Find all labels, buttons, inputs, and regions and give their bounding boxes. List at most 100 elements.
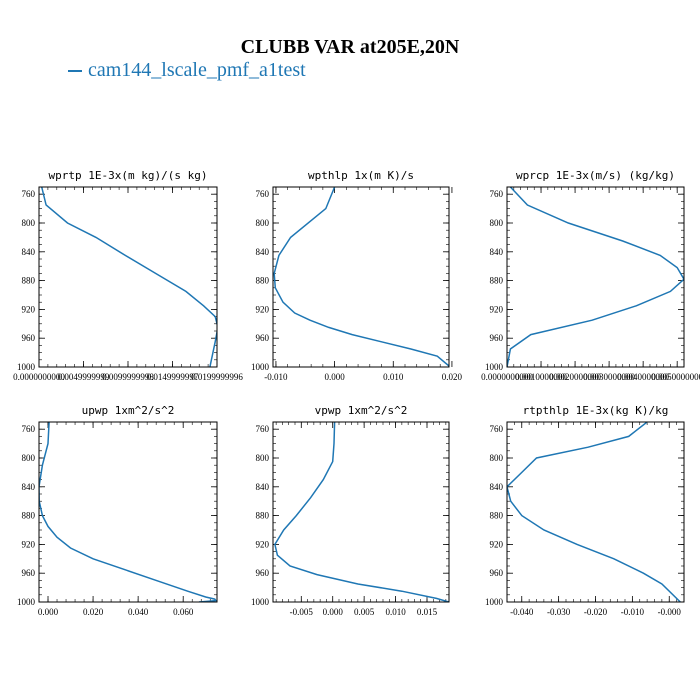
panel-3: wprcp 1E-3x(m/s) (kg/kg) 760 800 840 880 920 9… (481, 169, 700, 382)
x-tick-label: -0.030 (547, 607, 571, 617)
y-tick-label: 760 (490, 189, 504, 199)
plot-frame (506, 186, 685, 368)
x-tick-label: 0.015 (417, 607, 438, 617)
y-tick-label: 880 (490, 511, 504, 521)
y-tick-label: 800 (490, 453, 504, 463)
plot-frame (38, 421, 218, 603)
y-tick-label: 800 (490, 218, 504, 228)
series-line (507, 422, 681, 602)
y-tick-label: 920 (490, 304, 504, 314)
y-tick-label: 920 (490, 539, 504, 549)
x-tick-label: -0.020 (584, 607, 608, 617)
x-tick-label: 0.0020000000 (549, 372, 601, 382)
y-tick-label: 800 (22, 218, 36, 228)
y-tick-label: 840 (490, 482, 504, 492)
y-tick-label: 880 (256, 511, 270, 521)
panel-title: wpthlp 1x(m K)/s (308, 169, 414, 182)
y-tick-label: 920 (256, 304, 270, 314)
x-tick-label: 0.010 (383, 372, 404, 382)
y-tick-label: 840 (256, 482, 270, 492)
y-tick-label: 920 (22, 539, 36, 549)
legend: cam144_lscale_pmf_a1test (68, 59, 306, 82)
y-tick-label: 760 (256, 424, 270, 434)
x-tick-label: 0.000 (38, 607, 59, 617)
x-tick-label: 0.0010000000 (515, 372, 567, 382)
x-tick-label: 0.040 (128, 607, 149, 617)
y-tick-label: 760 (22, 189, 36, 199)
x-tick-label: 0.005 (354, 607, 375, 617)
panel-title: wprcp 1E-3x(m/s) (kg/kg) (516, 169, 675, 182)
y-tick-label: 920 (256, 539, 270, 549)
x-tick-label: 0.0040000000 (617, 372, 669, 382)
series-line (274, 422, 449, 602)
panel-4: upwp 1xm^2/s^2 760 800 840 880 920 960 10000.00… (17, 404, 218, 617)
x-tick-label: 0.0050000000 (651, 372, 700, 382)
chart-title: CLUBB VAR at205E,20N (240, 36, 460, 58)
y-tick-label: 800 (256, 453, 270, 463)
x-tick-label: 0.0000000000 (481, 372, 533, 382)
x-tick-label: 0.0000000000 (13, 372, 65, 382)
plot-frame (272, 421, 450, 603)
y-tick-label: 880 (22, 511, 36, 521)
y-tick-label: 1000 (251, 362, 270, 372)
x-tick-label: 0.0099999998 (102, 372, 154, 382)
legend-label: cam144_lscale_pmf_a1test (88, 59, 306, 81)
plot-frame (272, 186, 450, 368)
plot-frame (506, 421, 685, 603)
panel-title: wprtp 1E-3x(m kg)/(s kg) (49, 169, 208, 182)
y-tick-label: 760 (22, 424, 36, 434)
y-tick-label: 960 (256, 568, 270, 578)
y-tick-label: 840 (490, 247, 504, 257)
series-line (507, 187, 684, 367)
x-tick-label: 0.0149999997 (147, 372, 199, 382)
y-tick-label: 840 (256, 247, 270, 257)
legend-swatch (68, 70, 82, 73)
panel-title: rtpthlp 1E-3x(kg K)/kg (523, 404, 669, 417)
y-tick-label: 840 (22, 482, 36, 492)
panel-title: upwp 1xm^2/s^2 (82, 404, 175, 417)
x-tick-label: -0.010 (264, 372, 288, 382)
x-tick-label: 0.0049999999 (58, 372, 110, 382)
x-tick-label: 0.0199999996 (191, 372, 243, 382)
y-tick-label: 1000 (17, 362, 36, 372)
x-tick-label: 0.020 (442, 372, 463, 382)
y-tick-label: 880 (256, 276, 270, 286)
x-tick-label: 0.0030000000 (583, 372, 635, 382)
series-line (39, 422, 217, 602)
series-line (40, 187, 217, 367)
y-tick-label: 880 (22, 276, 36, 286)
y-tick-label: 920 (22, 304, 36, 314)
x-tick-label: 0.010 (385, 607, 406, 617)
y-tick-label: 1000 (485, 362, 504, 372)
x-tick-label: -0.010 (621, 607, 645, 617)
plot-frame (38, 186, 218, 368)
y-tick-label: 960 (256, 333, 270, 343)
x-tick-label: -0.005 (290, 607, 314, 617)
y-tick-label: 1000 (485, 597, 504, 607)
panel-5: vpwp 1xm^2/s^2 760 800 840 880 920 960 1000 -0.0… (251, 404, 450, 617)
y-tick-label: 960 (490, 333, 504, 343)
panel-1: wprtp 1E-3x(m kg)/(s kg) 760 800 840 880 920 9… (13, 169, 243, 382)
y-tick-label: 800 (256, 218, 270, 228)
y-tick-label: 960 (22, 333, 36, 343)
y-tick-label: 960 (22, 568, 36, 578)
y-tick-label: 760 (256, 189, 270, 199)
y-tick-label: 880 (490, 276, 504, 286)
x-tick-label: 0.020 (83, 607, 104, 617)
x-tick-label: -0.040 (510, 607, 534, 617)
series-line (273, 187, 449, 367)
x-tick-label: 0.000 (323, 607, 344, 617)
panel-title: vpwp 1xm^2/s^2 (315, 404, 408, 417)
y-tick-label: 800 (22, 453, 36, 463)
y-tick-label: 840 (22, 247, 36, 257)
y-tick-label: 1000 (251, 597, 270, 607)
x-tick-label: 0.060 (173, 607, 194, 617)
y-tick-label: 960 (490, 568, 504, 578)
y-tick-label: 1000 (17, 597, 36, 607)
x-tick-label: 0.000 (324, 372, 345, 382)
x-tick-label: -0.000 (658, 607, 682, 617)
panel-6: rtpthlp 1E-3x(kg K)/kg 760 800 840 880 920 960… (485, 404, 685, 617)
panel-2: wpthlp 1x(m K)/s 760 800 840 880 920 960 1000-0… (251, 169, 463, 382)
y-tick-label: 760 (490, 424, 504, 434)
